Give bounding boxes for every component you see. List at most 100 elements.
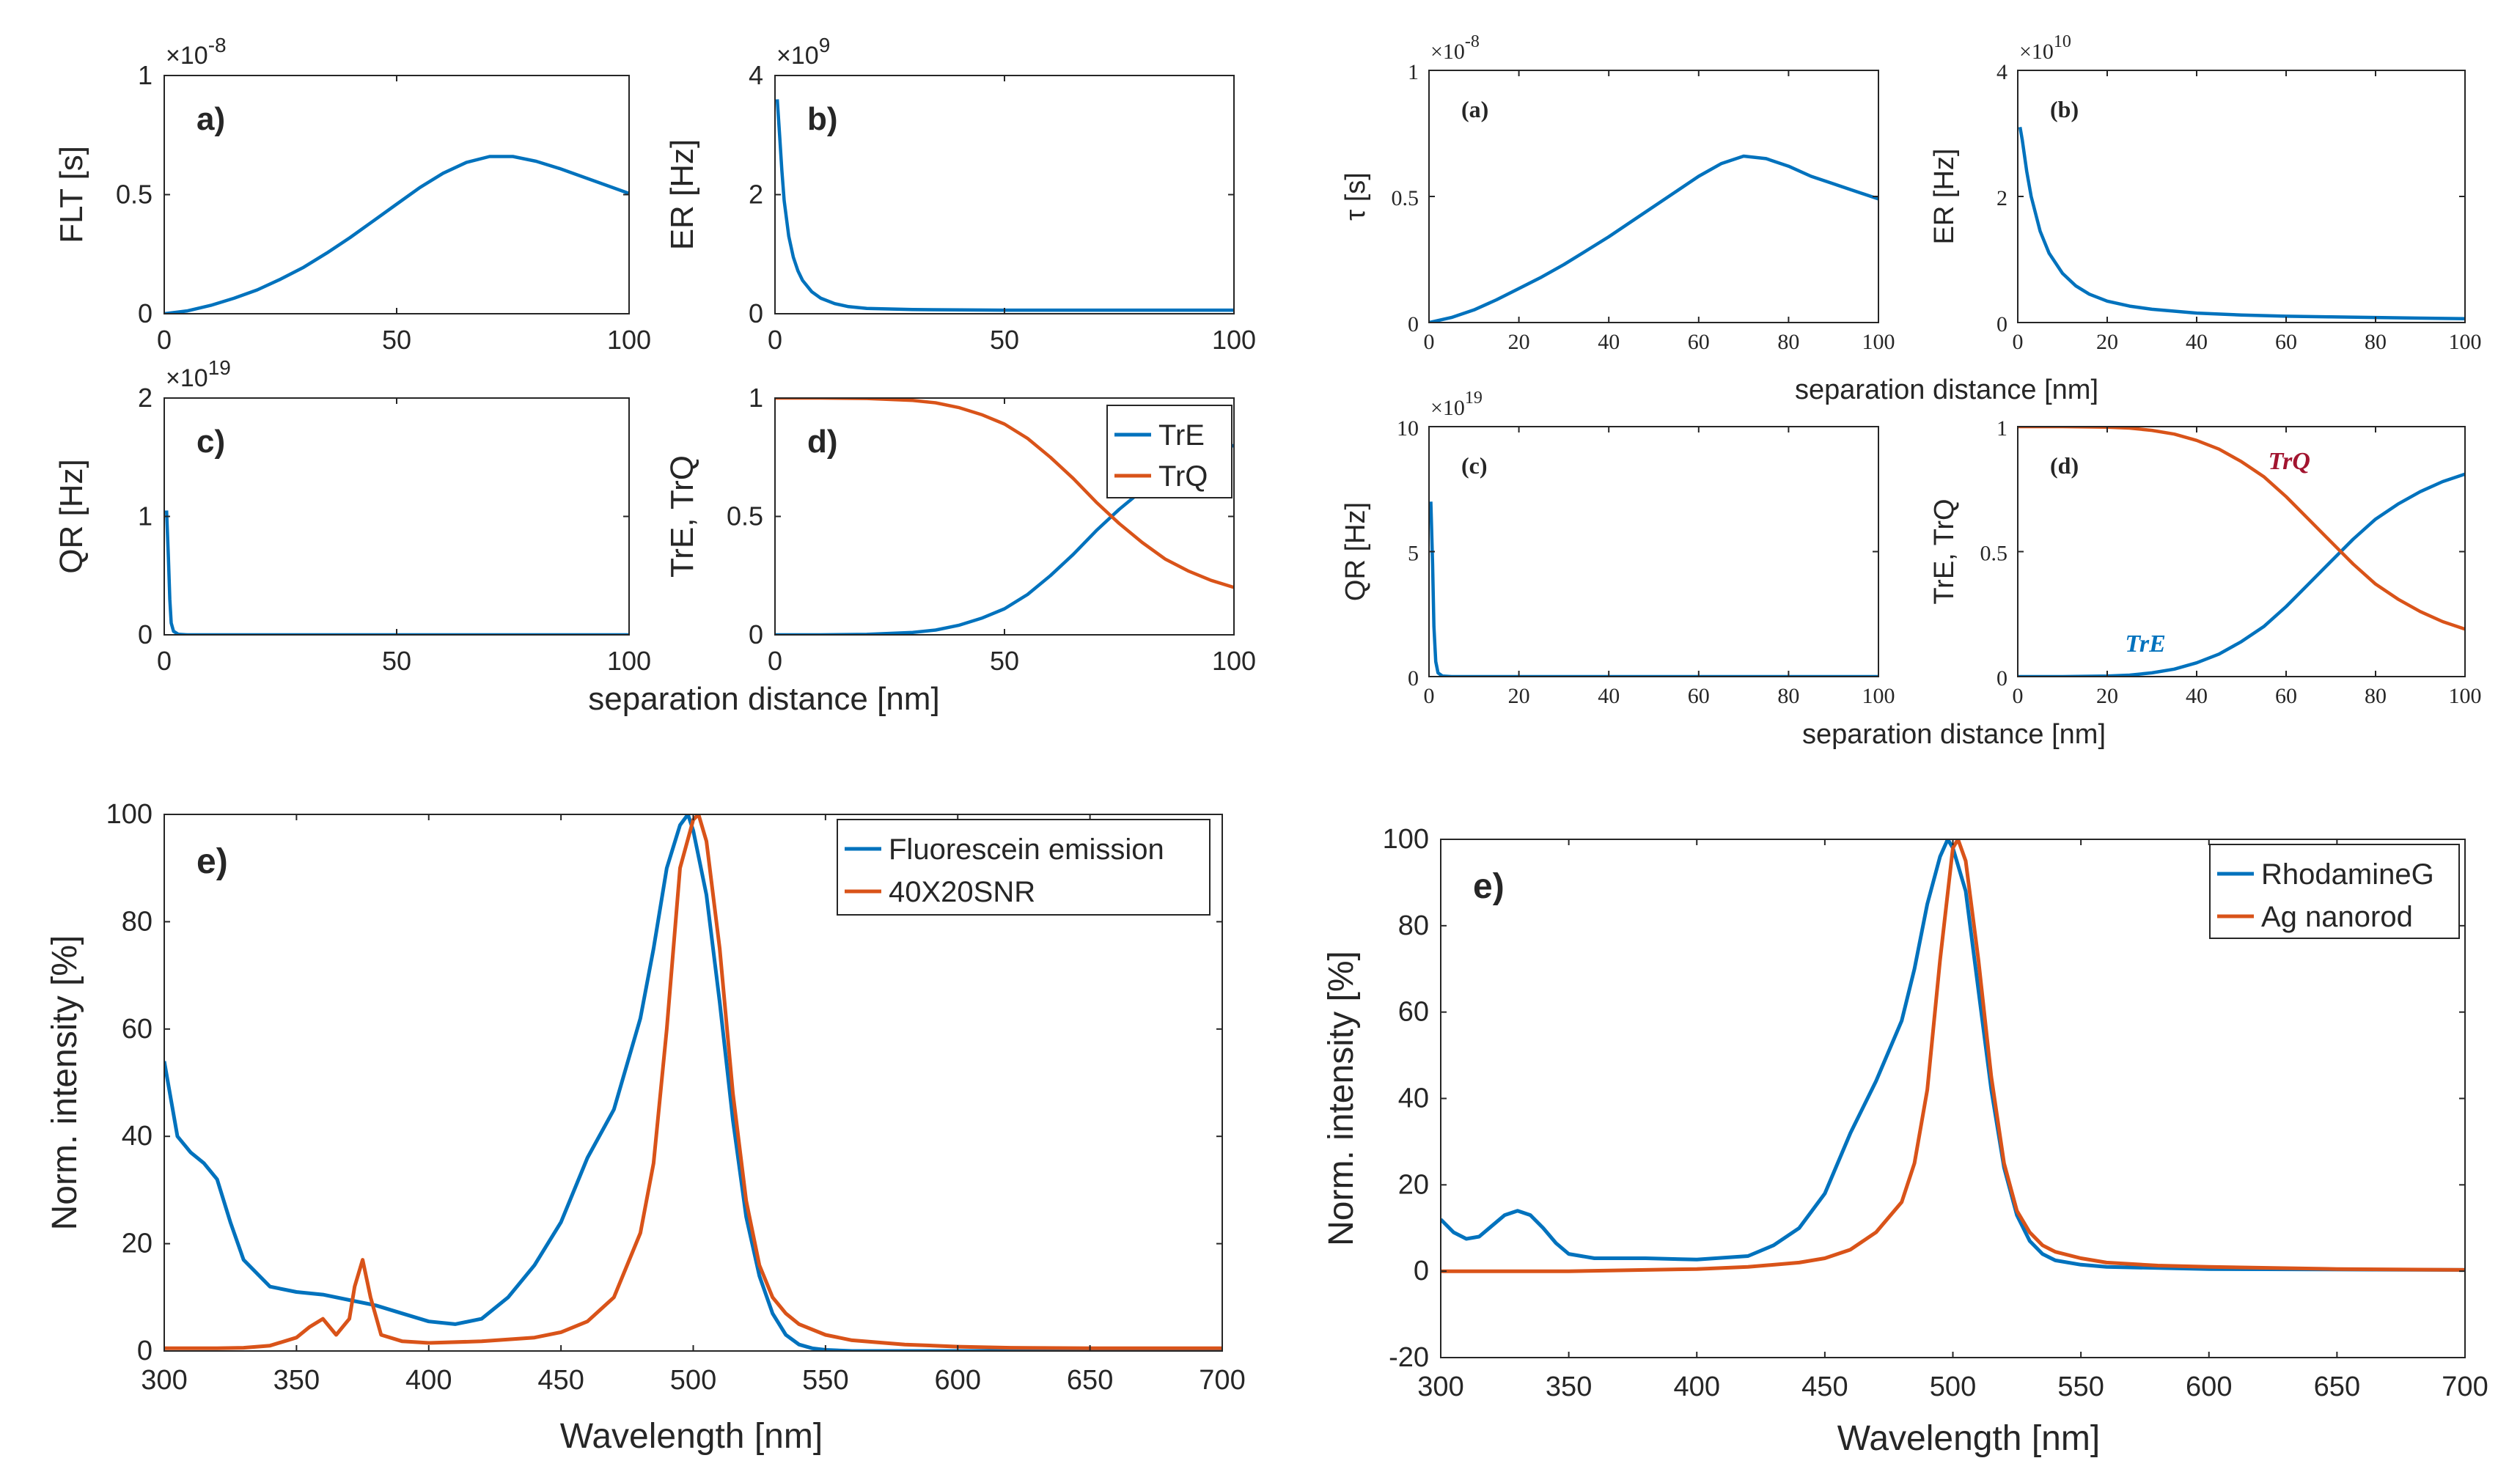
exponent-label-Rc: ×1019 — [1430, 389, 1483, 420]
chart-Rd: 0 20 40 60 80 100 0 0.5 1 TrE, TrQ (d) TrQ TrE — [1929, 416, 2482, 708]
x-tick-label: 700 — [1199, 1365, 1245, 1396]
chart-Lc: 0 50 100 0 1 2 QR [Hz] ×1019 c) — [54, 356, 651, 676]
y-tick-label: 0.5 — [727, 501, 763, 531]
exponent-label-Lb: ×109 — [776, 34, 830, 70]
panel-label-Rb: (b) — [2050, 96, 2079, 122]
x-tick-label: 0 — [157, 325, 172, 355]
x-tick-label: 600 — [2186, 1372, 2232, 1402]
y-tick-label: 0 — [137, 1336, 153, 1366]
y-axis-label-Re: Norm. intensity [%] — [1322, 951, 1361, 1246]
panel-label-Le: e) — [196, 842, 228, 881]
wavelength-label-left: Wavelength [nm] — [560, 1417, 823, 1456]
x-tick-label: 500 — [1930, 1372, 1976, 1402]
x-tick-label: 40 — [1598, 330, 1620, 354]
chart-Rb: 0 20 40 60 80 100 0 2 4 ER [Hz] ×1010 (b) — [1929, 32, 2482, 354]
x-tick-label: 80 — [2365, 684, 2387, 708]
x-tick-label: 50 — [990, 646, 1019, 676]
legend-box-Le — [837, 819, 1211, 916]
series-line-Re-rhodamineg — [1441, 839, 2465, 1272]
chart-Lb: 0 50 100 0 2 4 ER [Hz] ×109 b) — [664, 34, 1256, 355]
series-line-Re-ag-nanorod — [1441, 839, 2465, 1273]
x-tick-label: 650 — [1067, 1365, 1113, 1396]
exponent-power: 10 — [2054, 32, 2071, 51]
x-tick-label: 40 — [1598, 684, 1620, 708]
series-line-Rb-er — [2018, 127, 2465, 321]
legend-box-Re — [2209, 844, 2460, 939]
y-tick-label: 1 — [1996, 416, 2007, 441]
exponent-power: -8 — [208, 34, 227, 56]
series-line-Ld-trq — [775, 398, 1234, 589]
x-tick-label: 0 — [157, 646, 172, 676]
y-tick-label: 0.5 — [1392, 186, 1419, 210]
y-axis-label-Ra: τ [s] — [1340, 172, 1371, 221]
series-line-Le-40x20snr — [164, 814, 1222, 1350]
chart-Re: 300 350 400 450 500 550 600 650 700 -20 0 20 40 60 80 1… — [1322, 824, 2488, 1402]
chart-Rc: 0 20 40 60 80 100 0 5 10 QR [Hz] ×1019 (c) — [1340, 389, 1895, 708]
y-tick-label: 10 — [1397, 416, 1419, 441]
y-tick-label: 60 — [1398, 997, 1429, 1028]
y-tick-label: 0 — [138, 298, 153, 328]
x-tick-label: 20 — [2096, 330, 2118, 354]
y-axis-label-Rb: ER [Hz] — [1929, 149, 1960, 245]
x-tick-label: 0 — [1424, 684, 1435, 708]
separation-distance-label-left: separation distance [nm] — [588, 681, 939, 717]
legend-entry: RhodamineG — [2261, 858, 2434, 891]
x-tick-label: 700 — [2442, 1372, 2488, 1402]
x-tick-label: 80 — [1777, 684, 1799, 708]
x-tick-label: 20 — [1508, 330, 1530, 354]
legend-entry: 40X20SNR — [889, 876, 1035, 908]
x-tick-label: 100 — [1212, 325, 1256, 355]
panel-label-Rd: (d) — [2050, 452, 2079, 479]
exponent-power: 19 — [208, 356, 231, 379]
x-tick-label: 300 — [1417, 1372, 1463, 1402]
series-line-La-flt — [164, 155, 629, 314]
y-tick-label: 40 — [122, 1121, 153, 1152]
x-tick-label: 650 — [2314, 1372, 2360, 1402]
x-tick-label: 20 — [1508, 684, 1530, 708]
x-tick-label: 0 — [768, 646, 782, 676]
exponent-label-Lc: ×1019 — [166, 356, 231, 392]
series-line-Rd-tre — [2018, 472, 2465, 677]
series-line-Le-fluorescein-emission — [164, 814, 1222, 1351]
x-tick-label: 0 — [768, 325, 782, 355]
series-line-Ra-tau — [1429, 154, 1878, 323]
x-tick-label: 100 — [607, 325, 651, 355]
y-tick-label: 0 — [1996, 312, 2007, 336]
legend-box-Ld — [1106, 405, 1233, 498]
x-tick-label: 100 — [1212, 646, 1256, 676]
x-tick-label: 40 — [2186, 330, 2208, 354]
annotation-tre: TrE — [2125, 630, 2165, 658]
x-tick-label: 450 — [1801, 1372, 1848, 1402]
y-tick-label: 0 — [1414, 1256, 1429, 1286]
axes-frame-Rb — [2017, 70, 2466, 323]
chart-La: 0 50 100 0 0.5 1 FLT [s] ×10-8 a) — [54, 34, 651, 355]
x-tick-label: 450 — [537, 1365, 584, 1396]
x-tick-label: 100 — [1862, 684, 1895, 708]
y-tick-label: 4 — [749, 60, 763, 90]
x-tick-label: 350 — [273, 1365, 320, 1396]
y-tick-label: 2 — [749, 180, 763, 210]
series-line-Lc-qr — [164, 510, 629, 635]
x-tick-label: 100 — [607, 646, 651, 676]
y-tick-label: 2 — [1996, 186, 2007, 210]
x-tick-label: 100 — [2449, 330, 2482, 354]
axes-frame-Rd — [2017, 426, 2466, 677]
exponent-label-La: ×10-8 — [166, 34, 227, 70]
x-tick-label: 50 — [382, 325, 411, 355]
axes-frame-Ra — [1428, 70, 1879, 323]
panel-label-Lb: b) — [807, 101, 838, 137]
x-tick-label: 60 — [2275, 330, 2297, 354]
x-tick-label: 100 — [2449, 684, 2482, 708]
chart-Ra: 0 20 40 60 80 100 0 0.5 1 τ [s] ×10-8 (a) — [1340, 32, 1895, 354]
y-tick-label: -20 — [1389, 1342, 1429, 1373]
axes-frame-Rc — [1428, 426, 1879, 677]
y-tick-label: 0 — [1408, 666, 1419, 691]
y-tick-label: 1 — [749, 383, 763, 413]
x-tick-label: 350 — [1546, 1372, 1592, 1402]
y-tick-label: 1 — [138, 60, 153, 90]
y-tick-label: 80 — [122, 906, 153, 937]
axes-frame-La — [164, 75, 630, 314]
x-tick-label: 600 — [935, 1365, 981, 1396]
y-tick-label: 40 — [1398, 1083, 1429, 1114]
